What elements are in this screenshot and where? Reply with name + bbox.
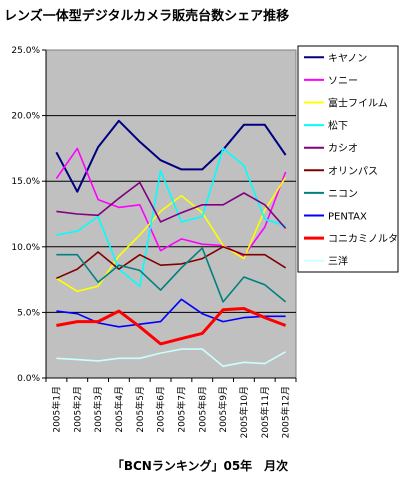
legend-label: 三洋 — [328, 255, 348, 268]
legend-label: コニカミノルタ — [328, 233, 398, 245]
y-tick-label: 5.0% — [17, 308, 40, 318]
y-tick-label: 10.0% — [11, 243, 40, 253]
chart-title: レンズ一体型デジタルカメラ販売台数シェア推移 — [4, 8, 289, 24]
y-axis: 0.0% 5.0% 10.0% 15.0% 20.0% 25.0% — [11, 46, 47, 384]
x-tick-label: 2005年1月 — [50, 386, 62, 433]
legend-label: 富士フイルム — [328, 97, 388, 110]
series-line — [56, 246, 287, 280]
x-axis: 2005年1月 2005年2月 2005年3月 2005年4月 2005年5月 2005年… — [45, 377, 297, 438]
series-line — [56, 147, 286, 288]
legend-label: カシオ — [328, 143, 358, 155]
legend-label: PENTAX — [328, 212, 367, 223]
series-line — [55, 176, 287, 293]
x-tick-label: 2005年2月 — [71, 386, 83, 433]
series-lines — [55, 119, 287, 368]
legend-box — [297, 45, 399, 273]
legend-label: オリンパス — [328, 165, 378, 177]
chart-caption: 「BCNランキング」05年 月次 — [112, 458, 288, 473]
legend-label: キヤノン — [328, 53, 367, 64]
series-line — [56, 181, 287, 229]
y-tick-label: 25.0% — [11, 46, 40, 56]
x-tick-label: 2005年3月 — [92, 386, 104, 433]
legend-label: ソニー — [328, 76, 358, 87]
x-tick-label: 2005年12月 — [280, 386, 292, 438]
series-line — [56, 307, 287, 346]
x-tick-label: 2005年4月 — [113, 386, 125, 433]
x-tick-label: 2005年10月 — [238, 386, 250, 438]
y-tick-label: 20.0% — [11, 112, 40, 122]
x-tick-label: 2005年8月 — [196, 386, 208, 433]
series-line — [56, 348, 286, 368]
x-tick-label: 2005年9月 — [217, 386, 229, 433]
series-line — [56, 247, 287, 303]
legend-label: ニコン — [328, 189, 358, 200]
x-tick-label: 2005年11月 — [259, 386, 271, 438]
series-line — [55, 119, 287, 193]
x-tick-label: 2005年7月 — [175, 386, 187, 433]
y-tick-label: 0.0% — [17, 374, 40, 384]
y-tick-label: 15.0% — [11, 177, 40, 187]
x-tick-label: 2005年5月 — [134, 386, 146, 433]
legend-label: 松下 — [328, 119, 348, 132]
x-tick-label: 2005年6月 — [155, 386, 167, 433]
